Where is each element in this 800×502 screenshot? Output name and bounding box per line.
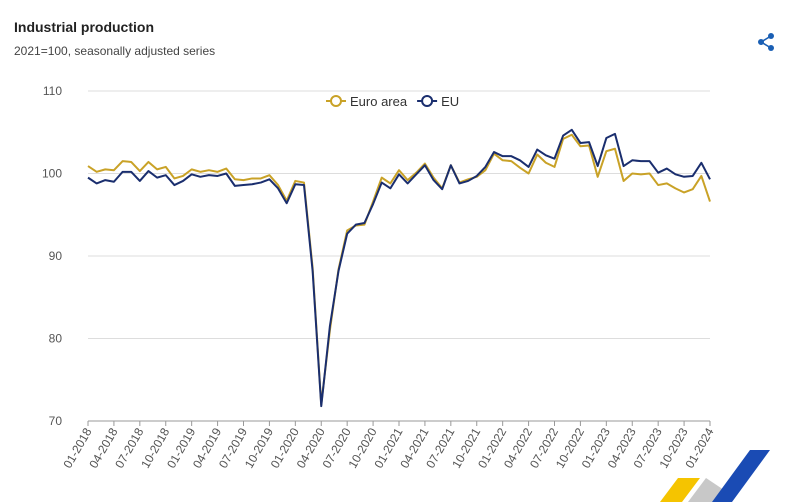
y-tick-label: 70 bbox=[49, 414, 63, 428]
share-button[interactable] bbox=[758, 33, 774, 51]
legend-label: EU bbox=[441, 94, 459, 109]
legend-marker bbox=[421, 95, 434, 107]
y-tick-label: 80 bbox=[49, 332, 63, 346]
chart-title: Industrial production bbox=[14, 19, 154, 35]
y-tick-label: 100 bbox=[42, 167, 62, 181]
share-icon bbox=[759, 35, 772, 49]
series-line bbox=[87, 133, 711, 406]
logo-shape bbox=[688, 478, 724, 502]
legend-marker bbox=[330, 95, 342, 107]
logo-shape bbox=[660, 478, 700, 502]
y-tick-label: 110 bbox=[43, 84, 62, 98]
logo-shape bbox=[712, 450, 770, 502]
logo bbox=[660, 450, 770, 502]
legend: Euro area EU bbox=[326, 94, 459, 109]
chart-subtitle: 2021=100, seasonally adjusted series bbox=[14, 44, 215, 58]
legend-label: Euro area bbox=[350, 94, 408, 109]
series-line bbox=[87, 128, 711, 408]
y-tick-label: 90 bbox=[49, 249, 63, 263]
